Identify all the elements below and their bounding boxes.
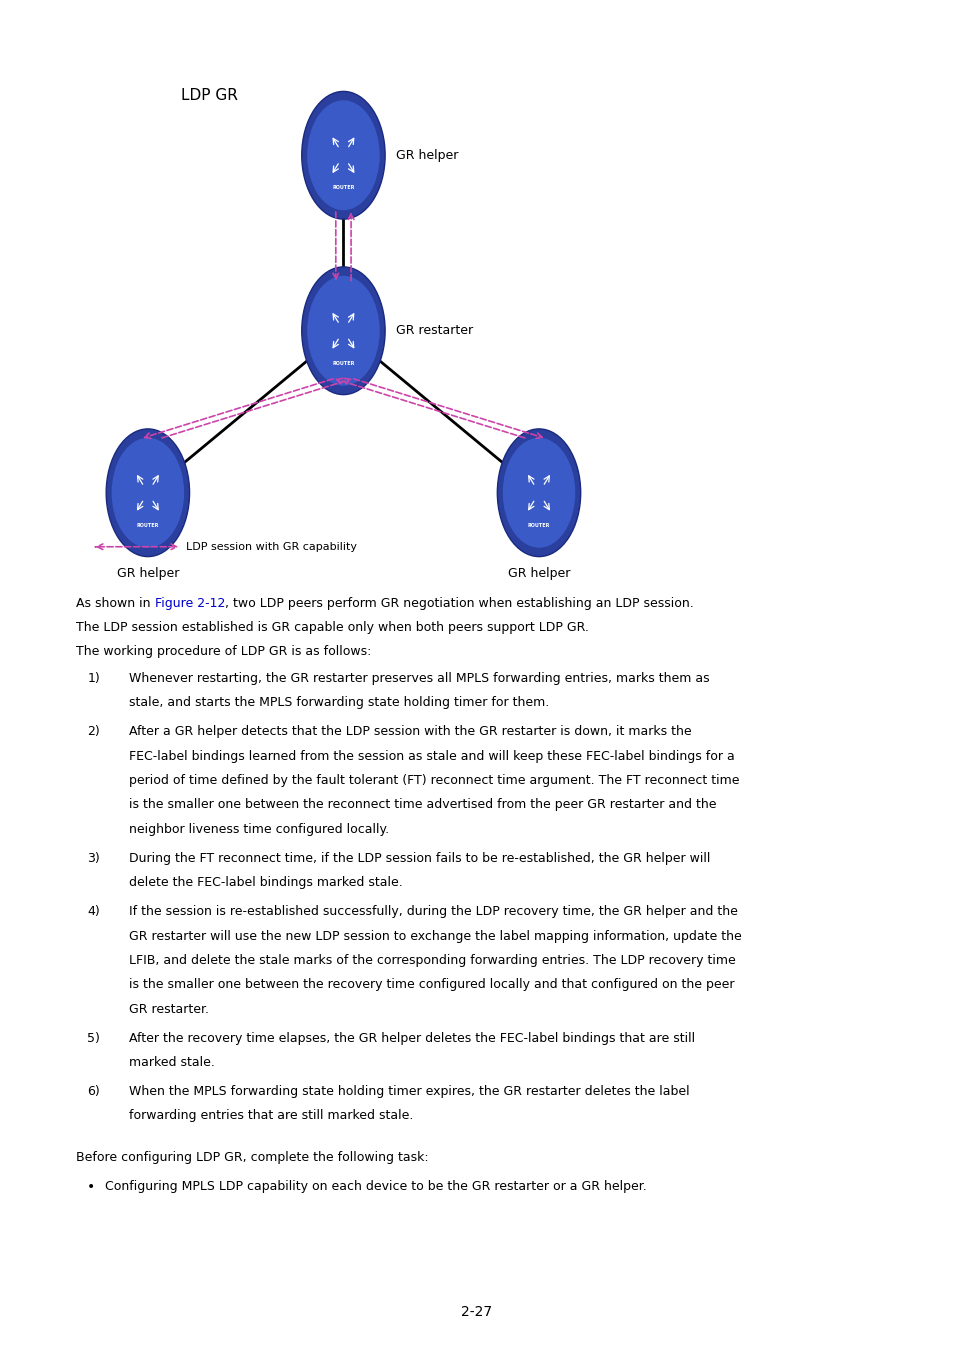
Text: GR restarter will use the new LDP session to exchange the label mapping informat: GR restarter will use the new LDP sessio… [129,930,740,942]
Ellipse shape [106,429,190,556]
Text: ROUTER: ROUTER [527,522,550,528]
Text: GR helper: GR helper [395,148,457,162]
Text: , two LDP peers perform GR negotiation when establishing an LDP session.: , two LDP peers perform GR negotiation w… [225,597,693,610]
Text: ROUTER: ROUTER [136,522,159,528]
Ellipse shape [502,437,575,548]
Ellipse shape [301,267,385,394]
Text: During the FT reconnect time, if the LDP session fails to be re-established, the: During the FT reconnect time, if the LDP… [129,852,709,865]
Text: If the session is re-established successfully, during the LDP recovery time, the: If the session is re-established success… [129,906,737,918]
Text: When the MPLS forwarding state holding timer expires, the GR restarter deletes t: When the MPLS forwarding state holding t… [129,1085,689,1098]
Text: 4): 4) [88,906,100,918]
Text: delete the FEC-label bindings marked stale.: delete the FEC-label bindings marked sta… [129,876,402,890]
Text: The LDP session established is GR capable only when both peers support LDP GR.: The LDP session established is GR capabl… [76,621,589,634]
Text: 6): 6) [88,1085,100,1098]
Text: marked stale.: marked stale. [129,1056,214,1069]
Text: is the smaller one between the recovery time configured locally and that configu: is the smaller one between the recovery … [129,979,734,991]
Text: 2-27: 2-27 [461,1305,492,1319]
Ellipse shape [112,437,184,548]
Text: LFIB, and delete the stale marks of the corresponding forwarding entries. The LD: LFIB, and delete the stale marks of the … [129,954,735,967]
Text: After a GR helper detects that the LDP session with the GR restarter is down, it: After a GR helper detects that the LDP s… [129,725,691,738]
Text: After the recovery time elapses, the GR helper deletes the FEC-label bindings th: After the recovery time elapses, the GR … [129,1031,694,1045]
Text: ROUTER: ROUTER [332,185,355,190]
Text: Configuring MPLS LDP capability on each device to be the GR restarter or a GR he: Configuring MPLS LDP capability on each … [105,1180,646,1193]
Text: period of time defined by the fault tolerant (FT) reconnect time argument. The F: period of time defined by the fault tole… [129,774,739,787]
Text: stale, and starts the MPLS forwarding state holding timer for them.: stale, and starts the MPLS forwarding st… [129,697,549,709]
Text: is the smaller one between the reconnect time advertised from the peer GR restar: is the smaller one between the reconnect… [129,798,716,811]
Text: As shown in: As shown in [76,597,154,610]
Text: LDP GR: LDP GR [181,88,238,103]
Ellipse shape [307,275,379,386]
Ellipse shape [301,92,385,219]
Text: •: • [87,1180,94,1193]
Text: LDP session with GR capability: LDP session with GR capability [186,541,356,552]
Ellipse shape [497,429,580,556]
Text: 5): 5) [88,1031,100,1045]
Text: Whenever restarting, the GR restarter preserves all MPLS forwarding entries, mar: Whenever restarting, the GR restarter pr… [129,672,709,684]
Text: 1): 1) [88,672,100,684]
Text: The working procedure of LDP GR is as follows:: The working procedure of LDP GR is as fo… [76,645,372,659]
Text: Before configuring LDP GR, complete the following task:: Before configuring LDP GR, complete the … [76,1150,429,1164]
Text: 3): 3) [88,852,100,865]
Text: Figure 2-12: Figure 2-12 [154,597,225,610]
Text: GR restarter: GR restarter [395,324,473,338]
Text: ROUTER: ROUTER [332,360,355,366]
Text: GR restarter.: GR restarter. [129,1003,209,1015]
Text: 2): 2) [88,725,100,738]
Ellipse shape [307,100,379,211]
Text: GR helper: GR helper [116,567,179,580]
Text: GR helper: GR helper [507,567,570,580]
Text: neighbor liveness time configured locally.: neighbor liveness time configured locall… [129,822,389,836]
Text: forwarding entries that are still marked stale.: forwarding entries that are still marked… [129,1110,413,1122]
Text: FEC-label bindings learned from the session as stale and will keep these FEC-lab: FEC-label bindings learned from the sess… [129,749,734,763]
